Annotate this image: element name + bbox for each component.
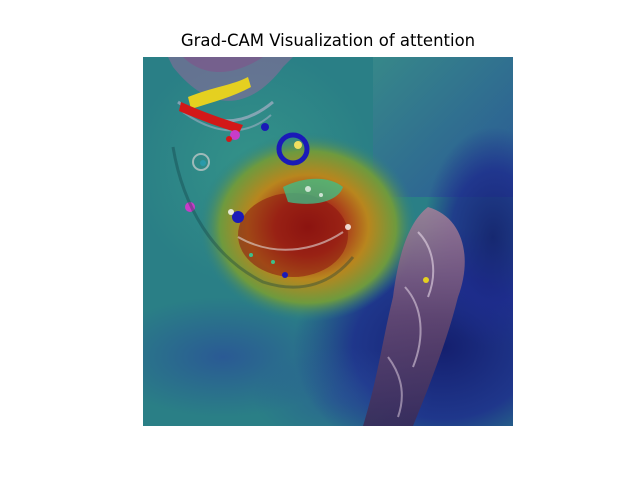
gradcam-overlay-image — [143, 57, 513, 426]
figure-title: Grad-CAM Visualization of attention — [180, 31, 476, 50]
